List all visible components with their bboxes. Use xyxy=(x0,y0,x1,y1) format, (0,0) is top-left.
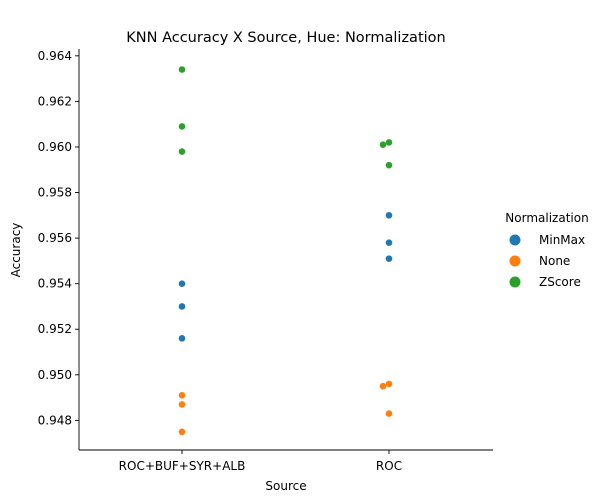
data-point-minmax xyxy=(385,239,393,246)
data-point-minmax xyxy=(385,212,393,219)
data-point-none xyxy=(385,380,393,388)
data-point-zscore xyxy=(385,139,393,146)
data-point-zscore xyxy=(379,141,387,148)
data-point-zscore xyxy=(178,66,186,73)
y-tick-label: 0.956 xyxy=(38,231,72,245)
x-axis-title: Source xyxy=(265,479,306,493)
y-axis-ticks: 0.948 0.950 0.952 0.954 0.956 0.958 0.960 0.962… xyxy=(38,49,79,427)
y-tick-label: 0.958 xyxy=(38,186,72,200)
legend-label-minmax: MinMax xyxy=(539,233,585,247)
data-point-minmax xyxy=(178,280,186,287)
plot-area xyxy=(178,66,393,436)
data-point-none xyxy=(178,401,186,408)
y-tick-label: 0.962 xyxy=(38,94,72,108)
y-tick-label: 0.954 xyxy=(38,277,72,291)
legend-label-zscore: ZScore xyxy=(539,275,581,289)
y-axis-title: Accuracy xyxy=(9,223,23,278)
x-axis-ticks: ROC+BUF+SYR+ALB ROC xyxy=(119,450,402,473)
data-point-none xyxy=(178,392,186,399)
data-point-zscore xyxy=(385,161,393,169)
x-tick-label: ROC xyxy=(376,459,402,473)
legend-marker-minmax xyxy=(509,234,521,246)
data-point-none xyxy=(379,382,387,390)
y-tick-label: 0.950 xyxy=(38,368,72,382)
legend-title: Normalization xyxy=(505,211,588,225)
data-point-zscore xyxy=(178,123,186,130)
legend-label-none: None xyxy=(539,254,570,268)
y-tick-label: 0.948 xyxy=(38,413,72,427)
data-point-zscore xyxy=(178,148,186,155)
y-tick-label: 0.952 xyxy=(38,322,72,336)
chart-title: KNN Accuracy X Source, Hue: Normalizatio… xyxy=(126,30,445,46)
x-tick-label: ROC+BUF+SYR+ALB xyxy=(119,459,246,473)
data-point-minmax xyxy=(178,335,186,342)
y-tick-label: 0.960 xyxy=(38,140,72,154)
data-point-none xyxy=(178,428,186,436)
legend: Normalization MinMax None ZScore xyxy=(505,211,588,289)
legend-marker-none xyxy=(509,255,521,267)
y-tick-label: 0.964 xyxy=(38,49,72,63)
data-point-minmax xyxy=(178,303,186,310)
legend-marker-zscore xyxy=(509,276,521,288)
data-point-minmax xyxy=(385,255,393,262)
data-point-none xyxy=(385,410,393,417)
